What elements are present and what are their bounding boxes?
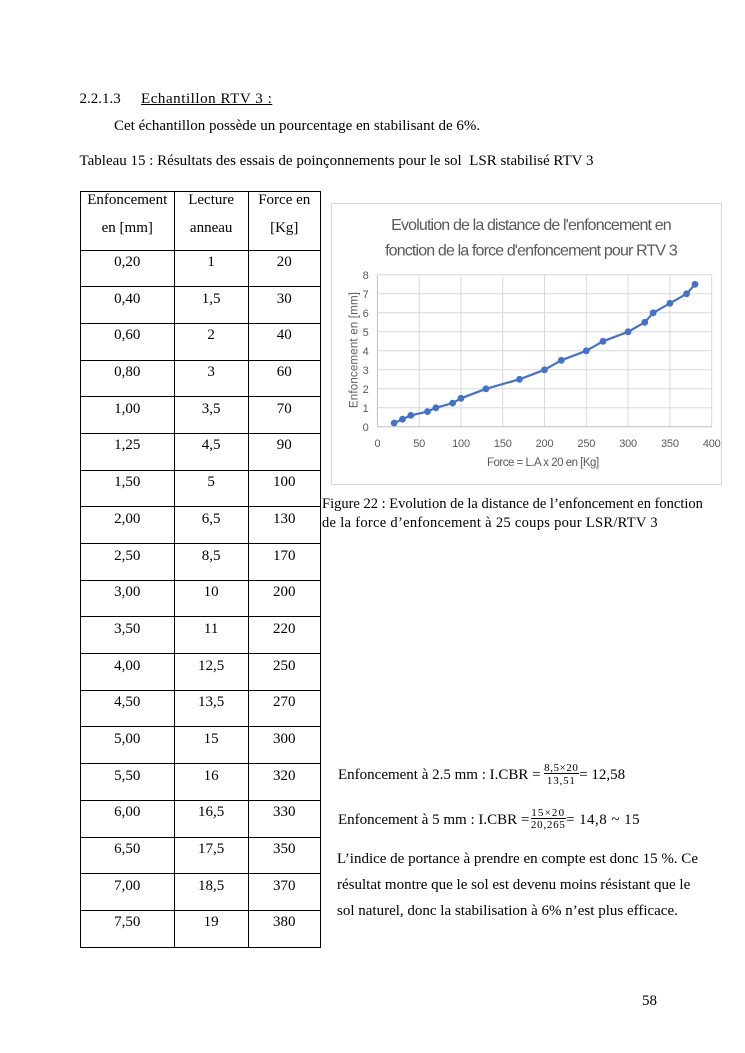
svg-text:fonction de la force d'enfonce: fonction de la force d'enfoncement pour … [385,243,678,260]
svg-text:200: 200 [536,438,554,450]
svg-text:150: 150 [494,438,512,450]
svg-text:Evolution de la distance de l': Evolution de la distance de l'enfoncemen… [391,217,671,234]
svg-text:300: 300 [619,438,637,450]
svg-text:8: 8 [363,270,369,282]
svg-text:7: 7 [363,289,369,301]
svg-text:4: 4 [363,346,369,358]
svg-text:100: 100 [452,438,470,450]
svg-text:2: 2 [363,384,369,396]
svg-text:Force = L.A x 20 en [Kg]: Force = L.A x 20 en [Kg] [487,457,599,469]
svg-text:50: 50 [413,438,425,450]
svg-text:6: 6 [363,308,369,320]
svg-text:250: 250 [577,438,595,450]
svg-text:Enfoncement en [mm]: Enfoncement en [mm] [349,292,361,408]
svg-text:1: 1 [363,403,369,415]
svg-text:0: 0 [374,438,380,450]
svg-text:400: 400 [703,438,721,450]
svg-text:3: 3 [363,365,369,377]
svg-text:5: 5 [363,327,369,339]
svg-text:350: 350 [661,438,679,450]
svg-text:0: 0 [363,422,369,434]
